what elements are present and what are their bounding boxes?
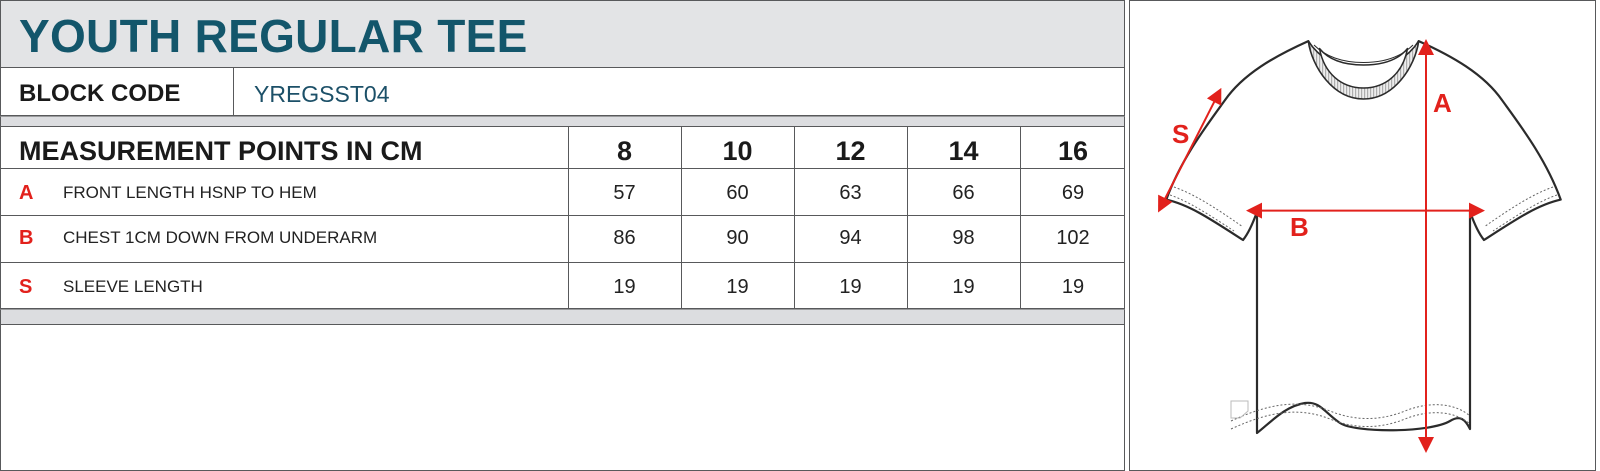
svg-text:S: S (1172, 119, 1189, 149)
svg-text:B: B (1290, 212, 1309, 242)
svg-text:A: A (1433, 88, 1452, 118)
